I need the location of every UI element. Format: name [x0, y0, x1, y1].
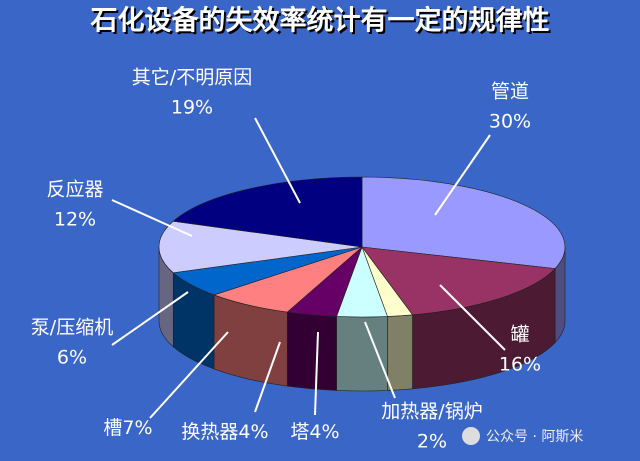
leader-line: [254, 117, 301, 204]
slice-label: 换热器4%: [181, 421, 268, 443]
pie-slice: [361, 176, 566, 269]
pie-side: [336, 316, 388, 392]
slice-label: 塔4%: [290, 421, 339, 443]
slice-value: 6%: [57, 347, 87, 369]
slice-name: 反应器: [46, 179, 103, 201]
slice-value: 30%: [489, 111, 531, 133]
leader-line: [149, 331, 229, 419]
slice-name: 塔: [290, 421, 309, 443]
leader-line: [111, 291, 189, 346]
slice-name: 换热器: [181, 421, 238, 443]
slice-name: 管道: [491, 81, 529, 103]
leader-line: [439, 284, 506, 351]
slice-name: 槽: [103, 417, 122, 439]
slice-value: 2%: [417, 431, 447, 453]
pie-slice: [172, 176, 363, 248]
chart-title: 石化设备的失效率统计有一定的规律性: [90, 5, 550, 37]
slice-value: 19%: [171, 97, 213, 119]
slice-name: 加热器/锅炉: [381, 401, 482, 423]
leader-line: [314, 331, 319, 416]
pie-tops: [158, 176, 566, 318]
slice-value: 7%: [122, 417, 152, 439]
pie-slice: [361, 246, 556, 316]
slice-value: 4%: [238, 421, 268, 443]
slice-name: 泵/压缩机: [31, 317, 113, 339]
slice-value: 16%: [499, 354, 541, 376]
pie-side: [387, 314, 413, 391]
slice-label: 槽7%: [103, 417, 152, 439]
slice-name: 其它/不明原因: [132, 67, 252, 89]
leader-line: [364, 321, 396, 399]
slice-value: 4%: [309, 421, 339, 443]
watermark-icon: [462, 427, 480, 445]
slice-name: 罐: [510, 324, 529, 346]
watermark: 公众号 · 阿斯米: [462, 427, 583, 445]
slice-value: 12%: [54, 209, 96, 231]
watermark-text: 公众号 · 阿斯米: [486, 429, 583, 445]
leader-line: [434, 134, 491, 216]
pie-slice: [158, 220, 363, 274]
leader-line: [111, 199, 193, 237]
pie-side: [286, 311, 337, 391]
leader-line: [254, 341, 281, 413]
